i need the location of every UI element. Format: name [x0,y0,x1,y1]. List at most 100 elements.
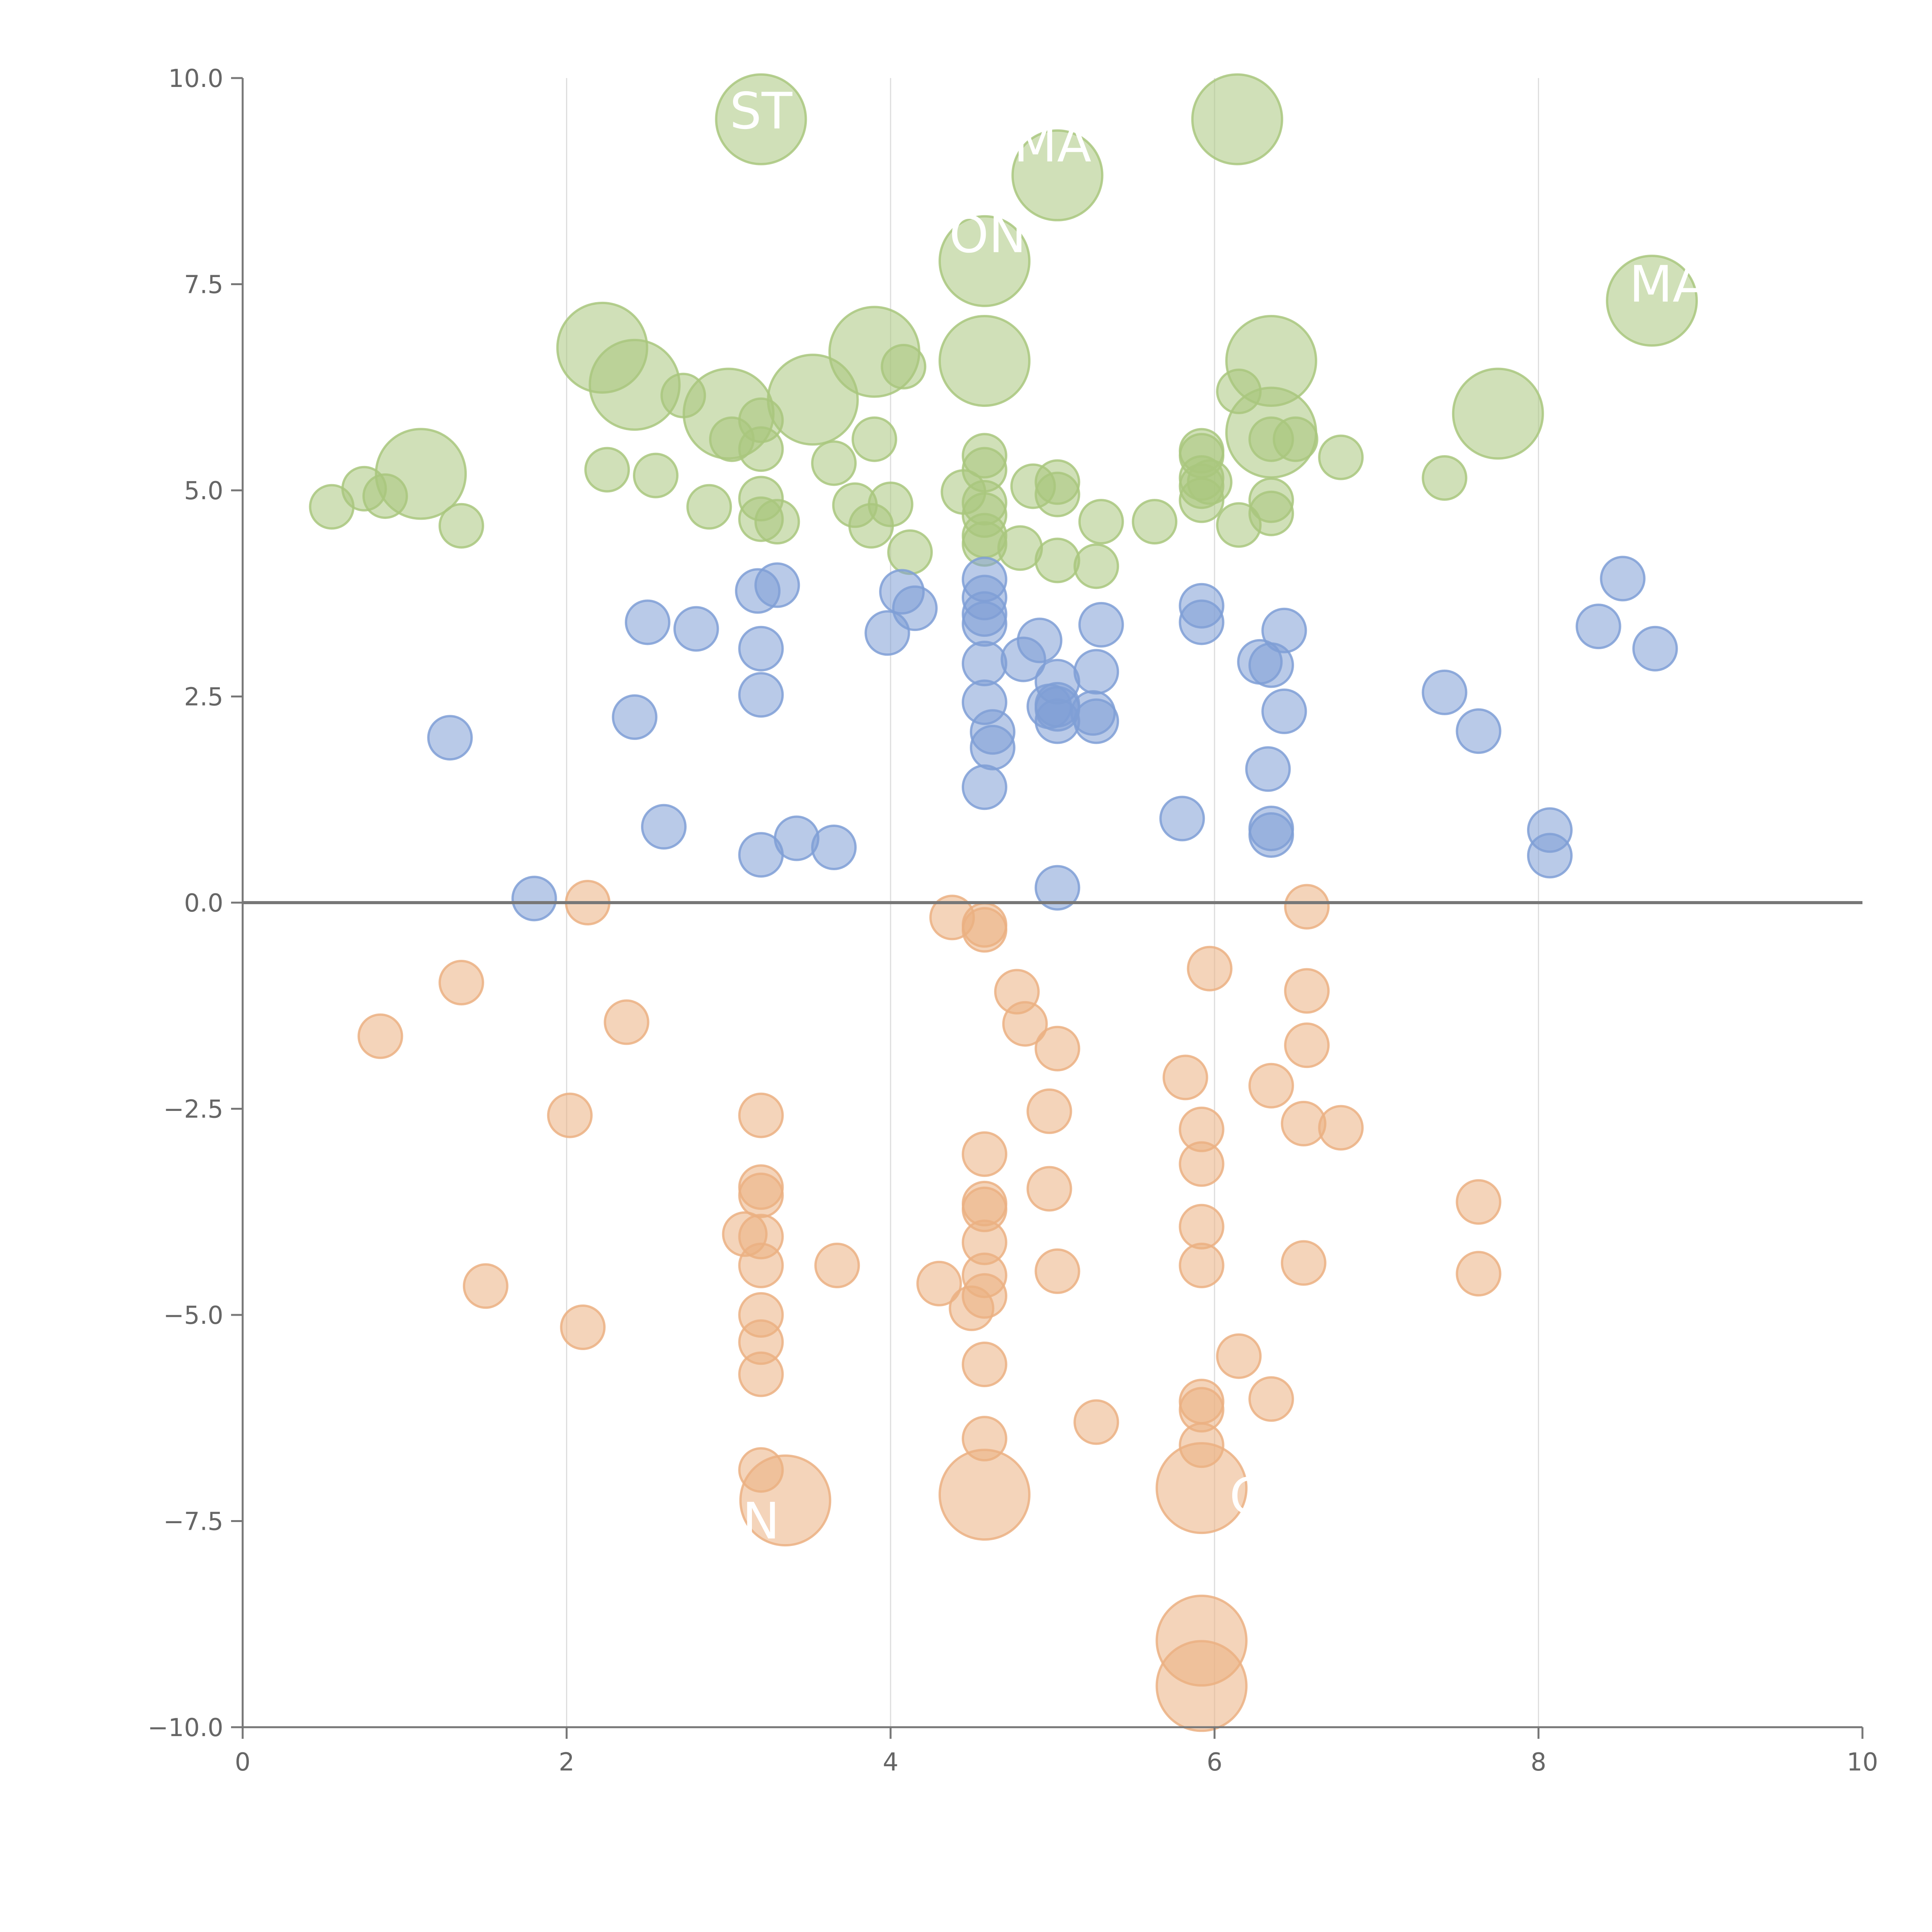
annotation-label-5: N [742,1492,780,1551]
bubble-negative-60 [1318,1105,1364,1151]
bubble-mid-1 [511,876,557,922]
ticks: 0 2 4 6 8 10 10.0 7.5 5.0 2.5 0.0 −2.5 −5.0 −7.5 −10.0 [148,65,1878,1777]
bubble-negative-18 [814,1242,860,1288]
bubble-positive-42 [1034,537,1080,583]
bubble-mid-45 [1261,688,1307,734]
bubble-negative-37 [1034,1026,1080,1071]
bubble-mid-48 [1456,708,1502,754]
bubble-mid-36 [1078,602,1124,648]
bubble-positive-27 [887,529,933,575]
bubble-mid-51 [1575,604,1621,650]
bubble-positive-25 [867,481,913,527]
bubble-mid-0 [427,715,473,761]
bubble-negative-38 [1034,1248,1080,1294]
bubble-negative-40 [1162,1054,1208,1100]
bubble-negative-4 [560,1304,606,1350]
y-tick-label-6: −5.0 [163,1301,223,1330]
bubble-negative-23 [961,907,1007,953]
bubble-negative-8 [738,1092,784,1138]
x-tick-label-10: 10 [1847,1748,1878,1777]
bubble-mid-12 [811,825,857,871]
bubble-positive-3 [375,428,467,520]
bubble-positive-13 [715,73,807,165]
bubble-positive-4 [438,503,484,549]
bubble-negative-54 [1248,1376,1294,1422]
bubble-negative-39 [1073,1399,1119,1445]
bubble-positive-8 [633,452,679,498]
bubble-negative-58 [1284,968,1330,1014]
bubble-positive-62 [1422,455,1468,501]
bubble-positive-63 [1452,367,1544,460]
bubble-mid-32 [1026,684,1072,730]
bubble-negative-48 [1155,1442,1248,1534]
bubble-negative-29 [961,1273,1007,1319]
bubble-positive-29 [938,215,1031,307]
y-tick-label-8: −10.0 [148,1714,223,1742]
bubble-negative-19 [916,1260,962,1306]
annotation-label-3: MA [1629,255,1707,314]
bubble-negative-59 [1284,1022,1330,1068]
y-tick-label-2: 5.0 [184,477,223,505]
bubble-negative-15 [738,1351,784,1397]
bubble-mid-46 [1261,607,1307,653]
bubbles [309,73,1698,1732]
annotation-label-0: ST [730,82,793,140]
bubble-mid-47 [1422,669,1468,715]
bubble-mid-11 [774,815,820,861]
bubble-positive-41 [1034,471,1080,517]
bubble-positive-52 [1191,73,1283,165]
bubble-mid-8 [738,672,784,718]
bubble-mid-41 [1245,746,1291,792]
x-tick-label-8: 8 [1531,1748,1546,1777]
bubble-mid-53 [1632,626,1678,672]
y-tick-label-4: 0.0 [184,889,223,918]
bubble-positive-30 [938,315,1031,407]
x-tick-label-2: 2 [559,1748,575,1777]
annotations: ST MA ON MA C N [730,82,1707,1550]
bubble-positive-61 [1318,434,1364,480]
bubble-mid-52 [1600,556,1646,602]
y-tick-label-1: 7.5 [184,271,223,299]
bubble-negative-17 [739,1454,832,1547]
bubble-mid-34 [1073,698,1119,744]
bubble-negative-44 [1179,1242,1225,1288]
bubble-negative-61 [1456,1179,1502,1225]
bubble-mid-7 [738,626,784,672]
y-tick-label-7: −7.5 [163,1508,223,1536]
bubble-mid-15 [892,585,938,631]
bubble-negative-10 [738,1172,784,1218]
bubble-mid-37 [1159,796,1205,842]
bubble-positive-39 [1011,129,1104,221]
x-tick-label-4: 4 [883,1748,898,1777]
bubble-positive-6 [584,447,630,493]
bubble-positive-60 [1272,416,1318,462]
bubble-negative-12 [738,1242,784,1288]
bubble-negative-43 [1179,1204,1225,1250]
bubble-positive-10 [686,484,732,530]
bubble-positive-26 [881,344,927,389]
bubble-positive-64 [1606,255,1698,347]
bubble-mid-44 [1248,812,1294,858]
bubble-positive-23 [851,416,897,462]
bubble-negative-3 [547,1092,593,1138]
bubble-negative-55 [1281,1240,1327,1286]
bubble-negative-50 [1155,1640,1248,1732]
bubble-mid-10 [754,562,800,608]
x-tick-label-6: 6 [1207,1748,1223,1777]
bubble-negative-30 [961,1342,1007,1388]
bubble-negative-24 [961,1131,1007,1177]
bubble-negative-32 [938,1449,1031,1541]
bubble-negative-34 [1002,1001,1048,1047]
annotation-label-4: C [1230,1467,1265,1526]
bubble-negative-51 [1187,946,1233,992]
bubble-mid-4 [641,804,687,850]
bubble-negative-53 [1248,1063,1294,1109]
bubble-negative-0 [357,1013,403,1059]
bubble-mid-2 [612,694,658,740]
annotation-label-1: MA [1014,115,1091,173]
y-tick-label-5: −2.5 [163,1095,223,1124]
bubble-mid-20 [961,641,1007,687]
bubble-negative-62 [1456,1251,1502,1297]
bubble-negative-57 [1284,884,1330,930]
